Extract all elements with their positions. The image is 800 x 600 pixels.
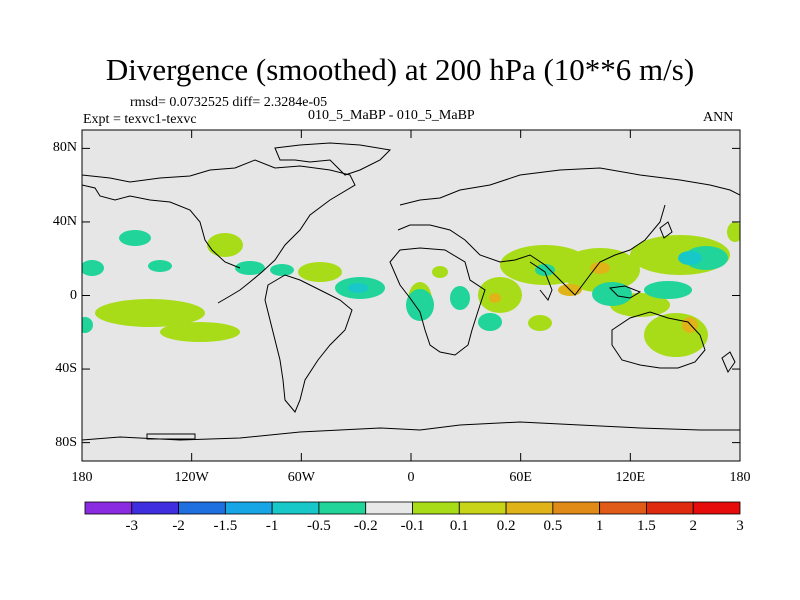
colorbar-label: -1.5 [213,518,238,534]
lat-tick-label: 80S [55,434,77,450]
patch-core-neg [678,251,702,265]
lon-tick-label: 60E [509,470,532,485]
colorbar-swatch [318,501,367,515]
patch-core-neg [348,283,368,293]
patch-pos [528,315,552,331]
colorbar-label: -1 [265,518,279,534]
colorbar-swatch [224,501,273,515]
patch-pos [727,222,740,242]
chart-title: Divergence (smoothed) at 200 hPa (10**6 … [105,52,695,87]
lat-tick-label: 40S [55,361,77,377]
colorbar-swatch [692,501,741,515]
lat-tick-label: 80N [52,140,77,156]
experiment-label: Expt = texvc1-texvc [83,112,197,127]
patch-neg [535,264,555,276]
patch-neg [270,264,294,276]
patch-neg [592,282,632,306]
patch-pos [207,233,243,257]
colorbar-swatch [412,501,460,515]
divergence-field [82,142,740,441]
coastline-alaska [82,184,241,269]
lat-tick-label: 40N [52,213,77,229]
patch-neg [406,289,434,321]
colorbar-label: -0.5 [307,518,331,534]
patch-pos [478,277,522,313]
coastline-indonesia [608,285,642,299]
patch-neg [119,230,151,246]
patch-neg [235,261,265,275]
colorbar-swatch [178,501,226,515]
colorbar-label: 0.1 [449,518,469,534]
patch-neg [82,260,104,276]
patch-pos [432,266,448,278]
colorbar-swatch [131,501,179,515]
colorbar-label: -2 [172,518,185,534]
colorbar [84,501,741,515]
colorbar-swatch [552,501,601,515]
patch-neg [82,317,93,333]
patch-neg [450,286,470,310]
patch-neg [478,313,502,331]
patch-neg [644,281,692,299]
lon-tick-label: 0 [407,470,415,485]
patch-neg [148,260,172,272]
colorbar-label: 0.5 [543,518,563,534]
lon-tick-label: 120W [174,470,209,485]
patch-pos [95,299,205,327]
patch-pos [298,262,342,282]
patch-core-pos [489,293,501,303]
lon-ticks [81,130,741,461]
colorbar-label: 1 [595,518,604,534]
colorbar-swatch [458,501,507,515]
colorbar-swatch [599,501,647,515]
coastline-japan [659,221,673,239]
colorbar-label: -0.1 [400,518,425,534]
coastline-india [529,261,553,301]
coastline-europe-south [397,204,666,296]
case-label: 010_5_MaBP - 010_5_MaBP [308,108,475,123]
colorbar-swatch [365,501,413,515]
patch-core-pos [590,262,610,274]
coastlines [82,142,740,441]
coastline-south-america [264,274,353,413]
coastline-antarctica [82,421,740,441]
colorbar-swatch [646,501,694,515]
colorbar-label: -3 [125,518,139,534]
coastline-australia [611,311,706,369]
coastline-north-america [82,159,356,304]
coastline-eurasia [399,167,740,206]
colorbar-label: 2 [689,518,697,534]
lon-tick-label: 120E [615,470,646,485]
colorbar-label: 1.5 [637,518,656,534]
lon-tick-label: 180 [71,470,93,485]
stats-label: rmsd= 0.0732525 diff= 2.3284e-05 [130,95,328,110]
coastline-greenland [274,142,392,176]
colorbar-swatch [84,501,133,515]
colorbar-swatch [505,501,554,515]
coastline-ross-ice [146,433,196,440]
colorbar-label: 0.2 [496,518,516,534]
lon-tick-label: 180 [729,470,751,485]
colorbar-label: -0.2 [353,518,378,534]
coastline-new-zealand [721,351,736,374]
lat-ticks [82,147,740,444]
colorbar-label: 3 [736,518,744,534]
coastline-africa [389,247,486,356]
period-label: ANN [703,110,734,125]
lon-tick-label: 60W [287,470,315,485]
colorbar-swatch [271,501,320,515]
patch-pos [160,322,240,342]
lat-tick-label: 0 [70,287,77,303]
